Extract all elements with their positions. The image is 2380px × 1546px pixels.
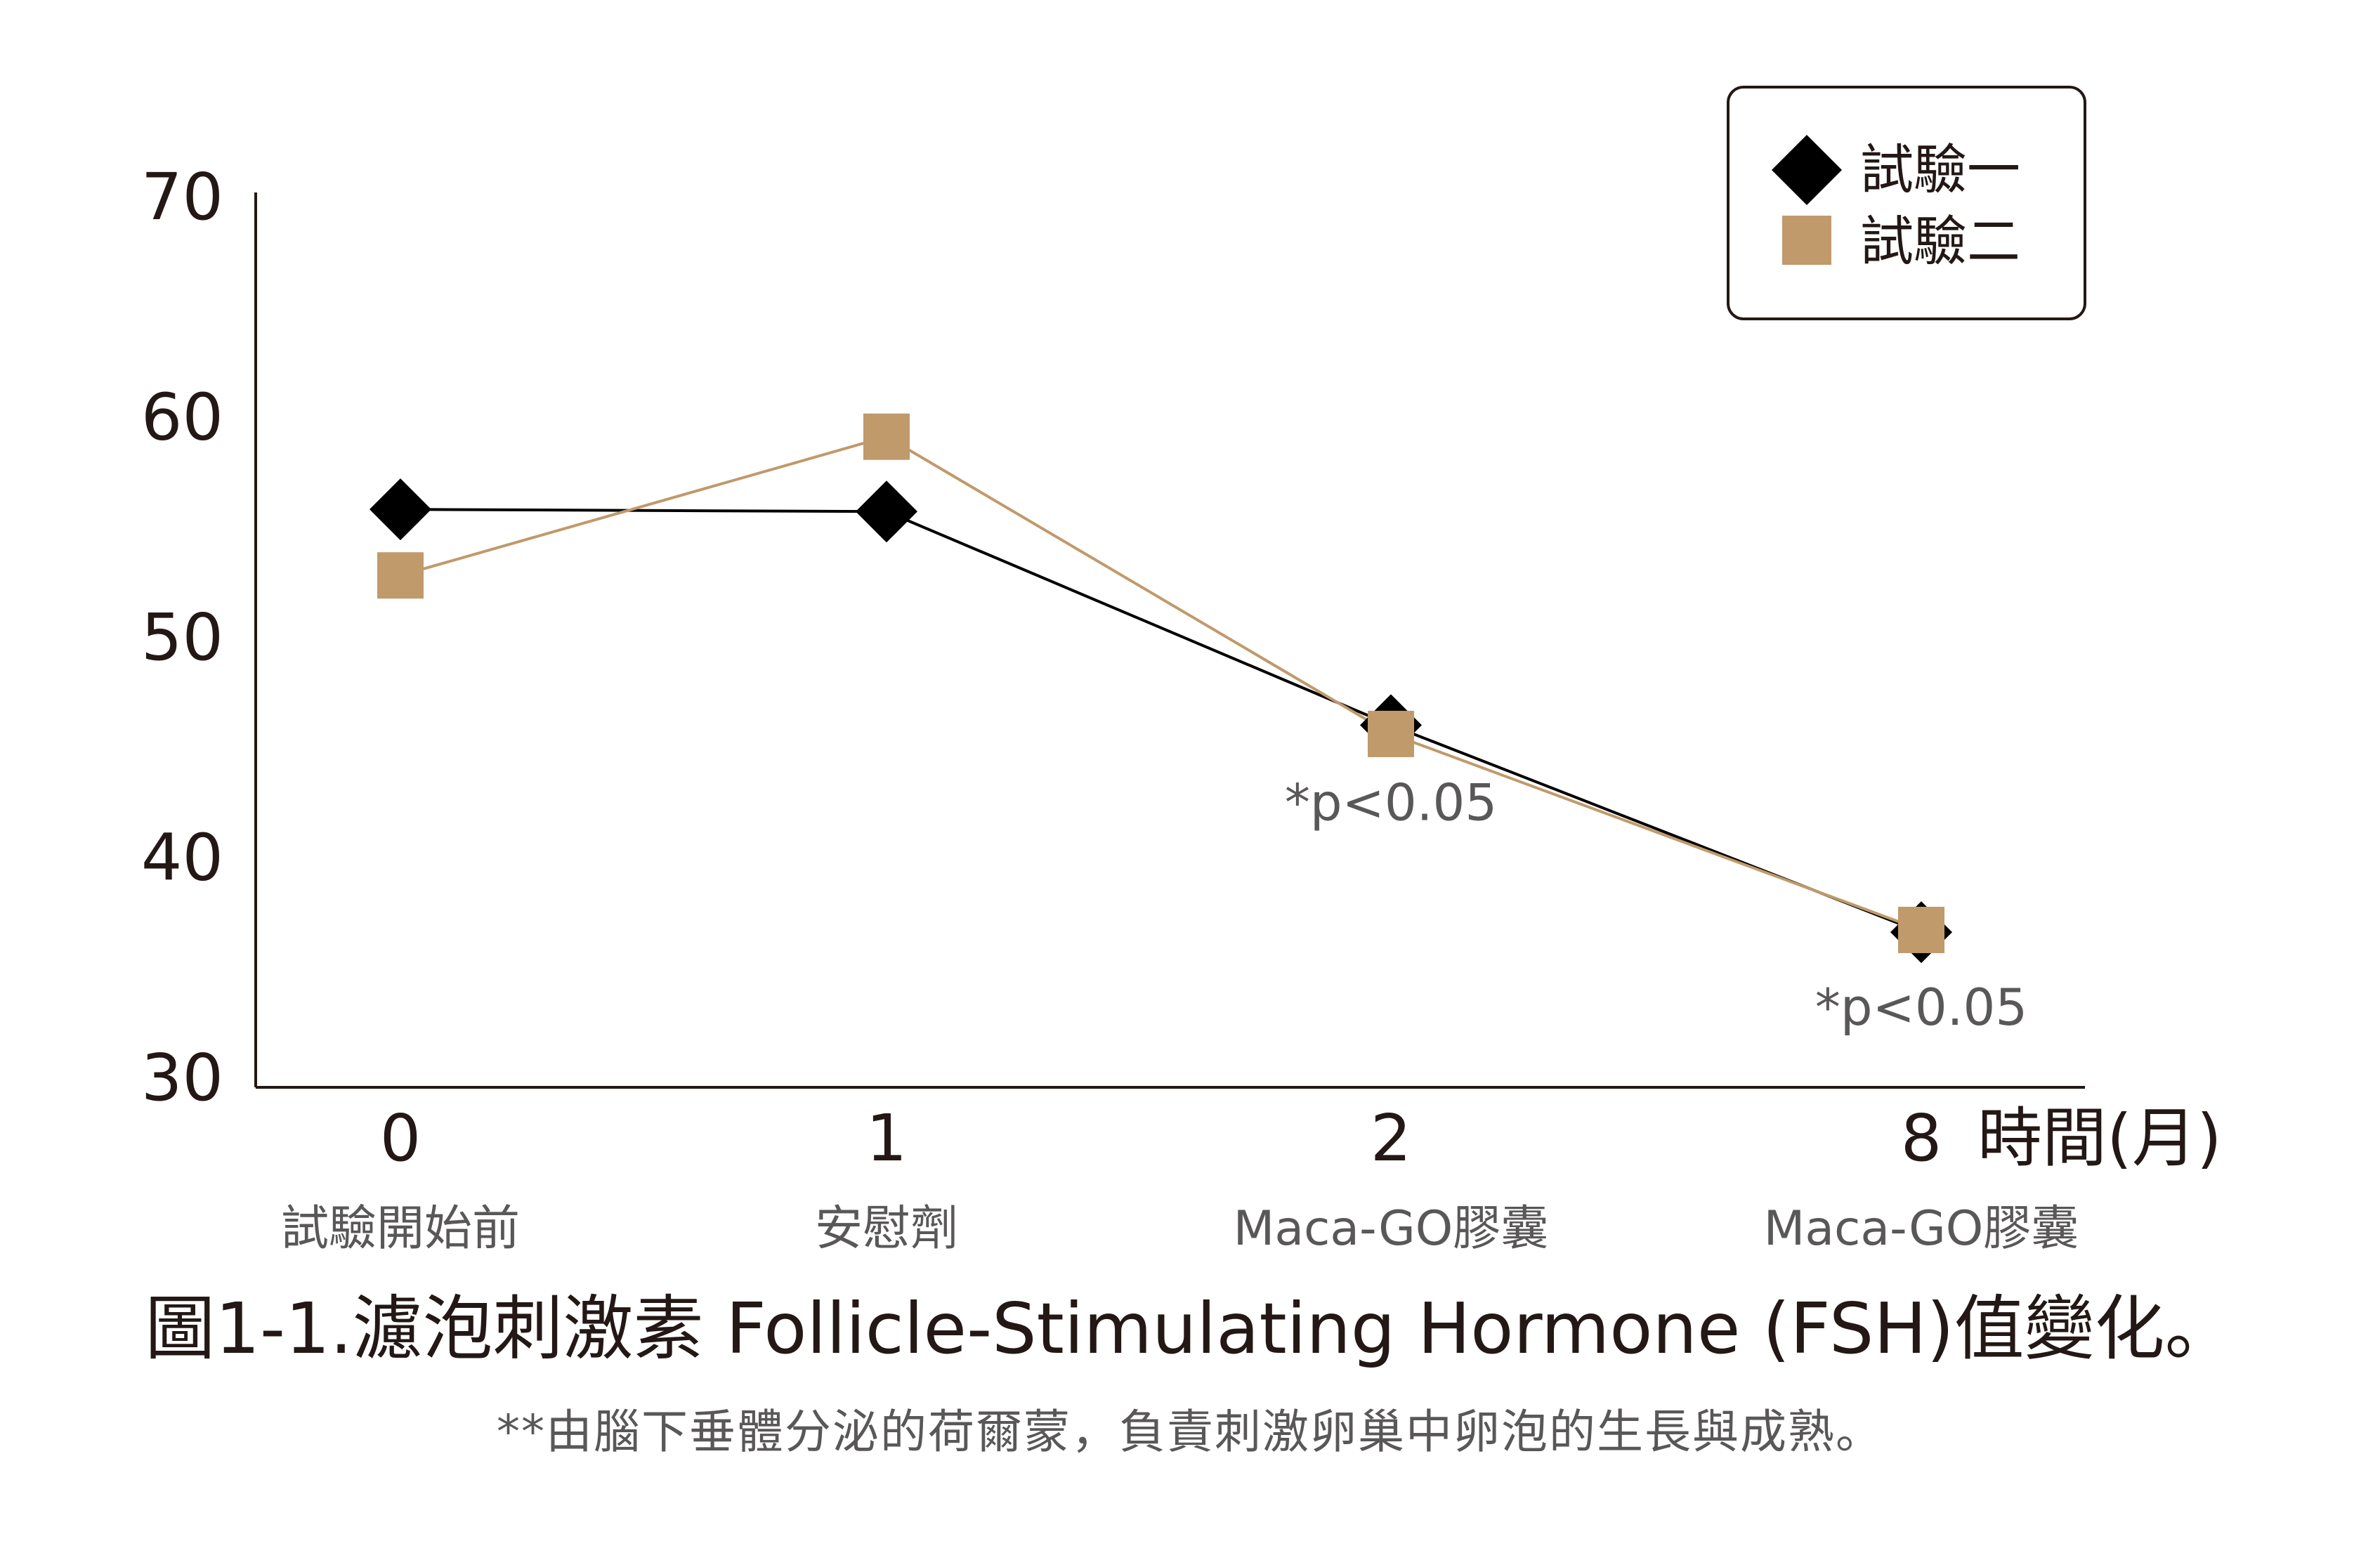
legend-diamond-icon [1772,135,1842,205]
legend-label-series-1: 試驗一 [1860,138,2020,201]
y-tick-label: 30 [141,1040,223,1115]
series-2-square-point [1898,906,1944,953]
series-line-2 [400,435,1922,931]
significance-annotation: *p<0.05 [1815,978,2027,1037]
x-tick-sublabel: Maca-GO膠囊 [1764,1201,2079,1257]
x-tick-label: 0 [380,1101,421,1176]
x-tick-sublabel: Maca-GO膠囊 [1234,1201,1549,1257]
x-axis-unit-label: 時間(月) [1977,1101,2222,1176]
series-1-diamond-point [856,480,917,543]
series-2-square-point [1368,710,1414,757]
y-tick-label: 60 [141,380,223,455]
significance-annotation: *p<0.05 [1285,773,1497,832]
fsh-line-chart: 70 60 50 40 30 0 試驗開始前 1 安慰劑 2 Maca-GO膠囊 8 Maca-GO膠… [141,86,2222,1257]
legend-label-series-2: 試驗二 [1860,210,2020,273]
series-2-square-point [377,552,424,599]
y-tick-label: 40 [141,820,223,896]
figure-caption: 圖1-1.濾泡刺激素 Follicle-Stimulating Hormone … [145,1288,2235,1370]
y-tick-label: 50 [141,600,223,675]
y-tick-label: 70 [141,159,223,235]
series-1-diamond-point [370,478,431,541]
figure-footnote: **由腦下垂體分泌的荷爾蒙，負責刺激卵巢中卵泡的生長與成熟。 [497,1405,1883,1459]
legend: 試驗一 試驗二 [1727,86,2086,320]
legend-square-icon [1782,216,1831,265]
legend-box [1727,86,2086,320]
x-tick-label: 8 [1901,1101,1942,1176]
x-tick-label: 1 [866,1101,908,1176]
x-tick-sublabel: 安慰劑 [815,1201,958,1257]
series-line-1 [400,508,1922,934]
series-2-square-point [863,413,910,460]
x-tick-sublabel: 試驗開始前 [281,1201,520,1257]
x-tick-label: 2 [1371,1101,1412,1176]
